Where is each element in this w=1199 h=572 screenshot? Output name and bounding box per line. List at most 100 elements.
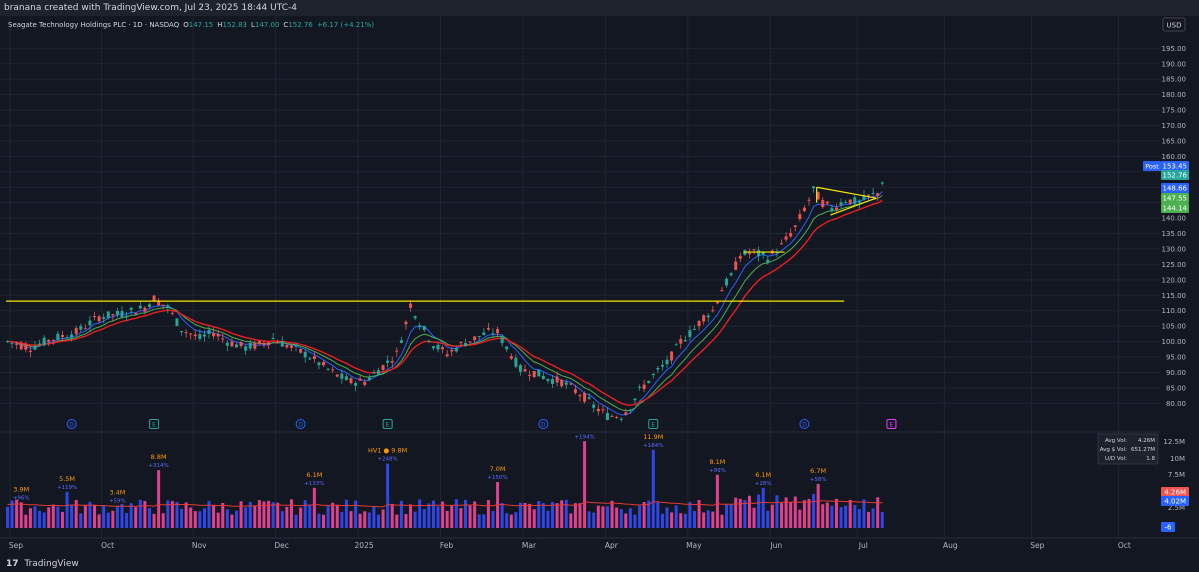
time-axis[interactable]: Sep Oct Nov Dec 2025 Feb Mar Apr May Jun Jul Aug Sep… <box>0 537 1199 550</box>
drawings[interactable] <box>6 186 877 302</box>
legend-c-label: C <box>283 21 288 29</box>
volume-bar <box>871 508 875 528</box>
volume-bar <box>166 500 170 528</box>
candle-body <box>683 340 687 342</box>
candle-body <box>697 320 701 327</box>
dividend-marker <box>66 419 77 429</box>
volume-bar <box>445 510 449 528</box>
footer-brand: TradingView <box>24 559 79 569</box>
volume-bar <box>500 502 504 528</box>
candle-body <box>335 374 339 377</box>
price-tag-box <box>1161 203 1189 213</box>
volume-bar <box>257 500 261 528</box>
candle-body <box>271 337 275 339</box>
volume-bar <box>189 507 193 528</box>
candle-body <box>793 225 797 228</box>
candle-body <box>431 346 435 349</box>
volume-bar <box>276 502 280 528</box>
legend-symbol: Seagate Technology Holdings PLC · 1D · N… <box>8 21 180 29</box>
volume-bar <box>262 501 266 528</box>
currency-button[interactable]: USD <box>1162 17 1186 32</box>
candle-body <box>239 341 243 347</box>
volume-bar <box>294 514 298 528</box>
candle-body <box>15 343 19 345</box>
time-tick-label: 2025 <box>355 541 374 550</box>
candle-body <box>93 316 97 318</box>
volume-bar <box>679 513 683 528</box>
volume-bar <box>212 505 216 528</box>
candle-body <box>47 339 51 342</box>
volume-bar <box>267 500 271 528</box>
volume-bar <box>693 511 696 528</box>
candle-body <box>780 243 784 245</box>
price-tick-label: 160.00 <box>1162 153 1187 161</box>
candle-body <box>459 342 463 344</box>
time-tick-label: Oct <box>1118 541 1131 550</box>
volume-tick-label: 7.5M <box>1168 471 1185 479</box>
volume-bar <box>422 509 426 528</box>
candle-body <box>844 201 848 203</box>
candle-body <box>587 397 591 399</box>
candle-body <box>436 344 440 350</box>
price-tick-label: 80.00 <box>1166 400 1186 408</box>
dividend-marker <box>295 419 306 429</box>
volume-bar <box>647 500 651 528</box>
candle-body <box>33 346 37 350</box>
candle-body <box>390 361 394 363</box>
volume-bar <box>390 503 394 528</box>
volume-bar <box>725 504 729 528</box>
candle-body <box>363 382 367 385</box>
price-tag-value: 148.66 <box>1163 185 1188 193</box>
footer: 17 TradingView <box>0 556 1199 572</box>
volume-bar <box>674 505 678 528</box>
volume-bar <box>308 504 312 528</box>
volume-bar <box>729 504 733 528</box>
volume-bar <box>715 474 719 528</box>
volume-spike-label: 3.4M <box>109 489 125 497</box>
candle-body <box>441 347 445 350</box>
volume-bar <box>253 505 257 528</box>
candle-body <box>720 290 724 292</box>
candle-body <box>344 376 348 381</box>
candle-body <box>679 338 683 344</box>
candle-body <box>161 304 165 306</box>
candle-body <box>418 325 422 328</box>
candle-body <box>651 374 655 376</box>
price-tag-value: 153.45 <box>1163 163 1188 171</box>
volume-tag-box <box>1161 487 1189 497</box>
price-tick-label: 135.00 <box>1162 230 1187 238</box>
volume-spike-percent: +99% <box>709 468 726 474</box>
candle-body <box>619 418 623 420</box>
volume-spike-labels: 3.9M +96% 5.5M +119% 3.4M +59% 8.8M +314% 6.1M +1… <box>13 433 827 505</box>
volume-spike-percent: +194% <box>574 434 594 440</box>
price-tick-label: 170.00 <box>1162 122 1187 130</box>
volume-bar <box>509 514 513 528</box>
stats-value: 1.8 <box>1146 456 1155 462</box>
time-tick-label: Jun <box>769 541 782 550</box>
candle-body <box>386 360 390 363</box>
chart-canvas[interactable]: D E D E D E D E 3.9M +96% 5.5M +119% 3.4M +59% 8.8M +3… <box>0 16 1199 556</box>
volume-bar <box>834 498 838 528</box>
price-axis[interactable]: 195.00 190.00 185.00 180.00 175.00 170.00 165.… <box>1143 32 1199 542</box>
volume-bar <box>386 463 390 528</box>
volume-spike-label: 11.9M <box>643 433 663 441</box>
candle-body <box>280 341 284 347</box>
volume-bar <box>74 500 78 528</box>
volume-spike-label: 3.9M <box>13 485 29 493</box>
volume-bar <box>537 500 541 528</box>
candle-body <box>477 335 481 337</box>
candle-body <box>592 404 596 408</box>
candle-body <box>111 314 115 316</box>
candle-body <box>143 307 147 312</box>
stats-box-frame <box>1097 433 1159 465</box>
candle-body <box>65 337 69 339</box>
candle-body <box>88 320 92 326</box>
volume-bar <box>413 511 417 528</box>
price-tick-label: 130.00 <box>1162 245 1187 253</box>
candle-body <box>24 344 28 350</box>
moving-average-line <box>7 199 883 407</box>
candle-body <box>147 304 151 308</box>
volume-tick-label: 12.5M <box>1163 438 1185 446</box>
candle-body <box>56 333 60 340</box>
candle-body <box>807 199 811 201</box>
